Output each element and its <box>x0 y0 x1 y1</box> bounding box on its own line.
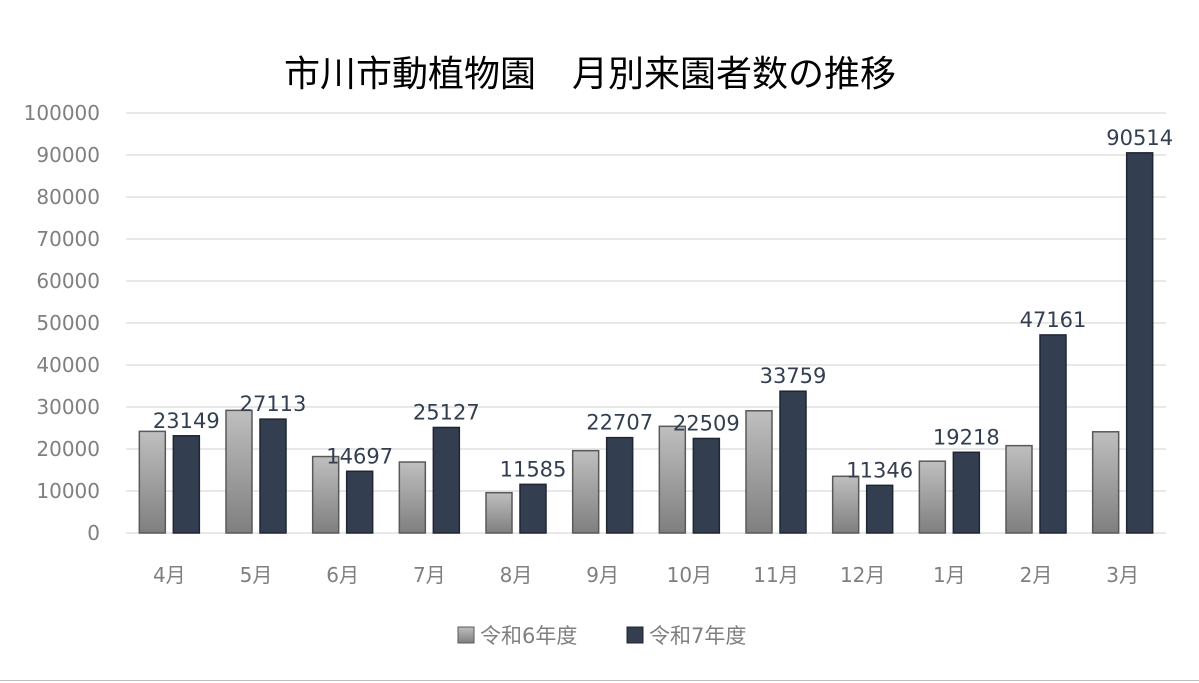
x-tick-label: 9月 <box>586 563 619 587</box>
chart-title: 市川市動植物園 月別来園者数の推移 <box>284 54 896 95</box>
y-tick-label: 30000 <box>36 395 100 419</box>
y-tick-label: 0 <box>87 521 100 545</box>
bar-2 <box>345 470 374 534</box>
bar-1 <box>658 425 687 534</box>
legend: 令和6年度 令和7年度 <box>457 624 746 648</box>
bar-1 <box>745 410 773 534</box>
bar-2 <box>865 484 894 534</box>
bar-2 <box>1125 152 1154 534</box>
legend-label-1: 令和6年度 <box>480 624 577 648</box>
bar-2 <box>952 451 981 534</box>
x-tick-label: 11月 <box>753 563 798 587</box>
x-tick-label: 1月 <box>933 563 966 587</box>
bar-2 <box>605 436 634 534</box>
data-label: 14697 <box>326 444 393 468</box>
bar-1 <box>1091 431 1120 534</box>
y-tick-label: 10000 <box>36 479 100 503</box>
data-label: 90514 <box>1106 126 1173 150</box>
data-label: 47161 <box>1020 308 1087 332</box>
y-tick-label: 40000 <box>36 353 100 377</box>
y-axis-ticks: 0 10000 20000 30000 40000 50000 60000 70000 8000… <box>24 101 100 545</box>
y-tick-label: 90000 <box>36 143 100 167</box>
y-tick-label: 20000 <box>36 437 100 461</box>
x-tick-label: 5月 <box>240 563 273 587</box>
y-tick-label: 60000 <box>36 269 100 293</box>
legend-swatch-2 <box>626 626 644 644</box>
y-tick-label: 80000 <box>36 185 100 209</box>
bottom-divider <box>0 680 1199 681</box>
y-tick-label: 100000 <box>24 101 100 125</box>
x-tick-label: 8月 <box>500 563 533 587</box>
bar-2 <box>259 418 287 534</box>
bar-2 <box>432 426 461 534</box>
x-tick-label: 12月 <box>840 563 885 587</box>
data-label: 11346 <box>846 458 913 482</box>
data-label: 22509 <box>673 411 740 435</box>
bar-2 <box>519 483 547 534</box>
x-tick-label: 7月 <box>413 563 446 587</box>
y-tick-label: 70000 <box>36 227 100 251</box>
bar-1 <box>138 430 167 534</box>
bar-1 <box>918 460 947 534</box>
data-label: 23149 <box>153 409 220 433</box>
bar-1 <box>311 455 340 534</box>
x-tick-label: 2月 <box>1020 563 1053 587</box>
legend-swatch-1 <box>457 626 475 644</box>
bar-1 <box>398 461 427 534</box>
data-label: 19218 <box>933 425 1000 449</box>
bars <box>138 152 1154 534</box>
x-tick-label: 3月 <box>1106 563 1139 587</box>
x-tick-label: 6月 <box>326 563 359 587</box>
y-tick-label: 50000 <box>36 311 100 335</box>
bar-2 <box>692 437 721 534</box>
data-label: 33759 <box>760 364 827 388</box>
bar-1 <box>831 475 860 534</box>
x-tick-label: 10月 <box>667 563 712 587</box>
data-label: 22707 <box>586 411 653 435</box>
legend-label-2: 令和7年度 <box>649 624 746 648</box>
bar-2 <box>1039 334 1067 534</box>
bar-1 <box>485 491 513 534</box>
bar-1 <box>1005 444 1033 534</box>
data-labels: 23149 27113 14697 25127 11585 22707 22509 33759… <box>153 126 1173 483</box>
x-tick-label: 4月 <box>153 563 186 587</box>
data-label: 11585 <box>500 457 567 481</box>
bar-1 <box>225 409 253 534</box>
gridlines <box>126 112 1166 534</box>
x-axis-ticks: 4月 5月 6月 7月 8月 9月 10月 11月 12月 1月 2月 3月 <box>153 563 1139 587</box>
data-label: 25127 <box>413 400 480 424</box>
data-label: 27113 <box>240 392 307 416</box>
bar-2 <box>172 435 201 534</box>
bar-1 <box>571 449 600 534</box>
bar-2 <box>779 390 807 534</box>
